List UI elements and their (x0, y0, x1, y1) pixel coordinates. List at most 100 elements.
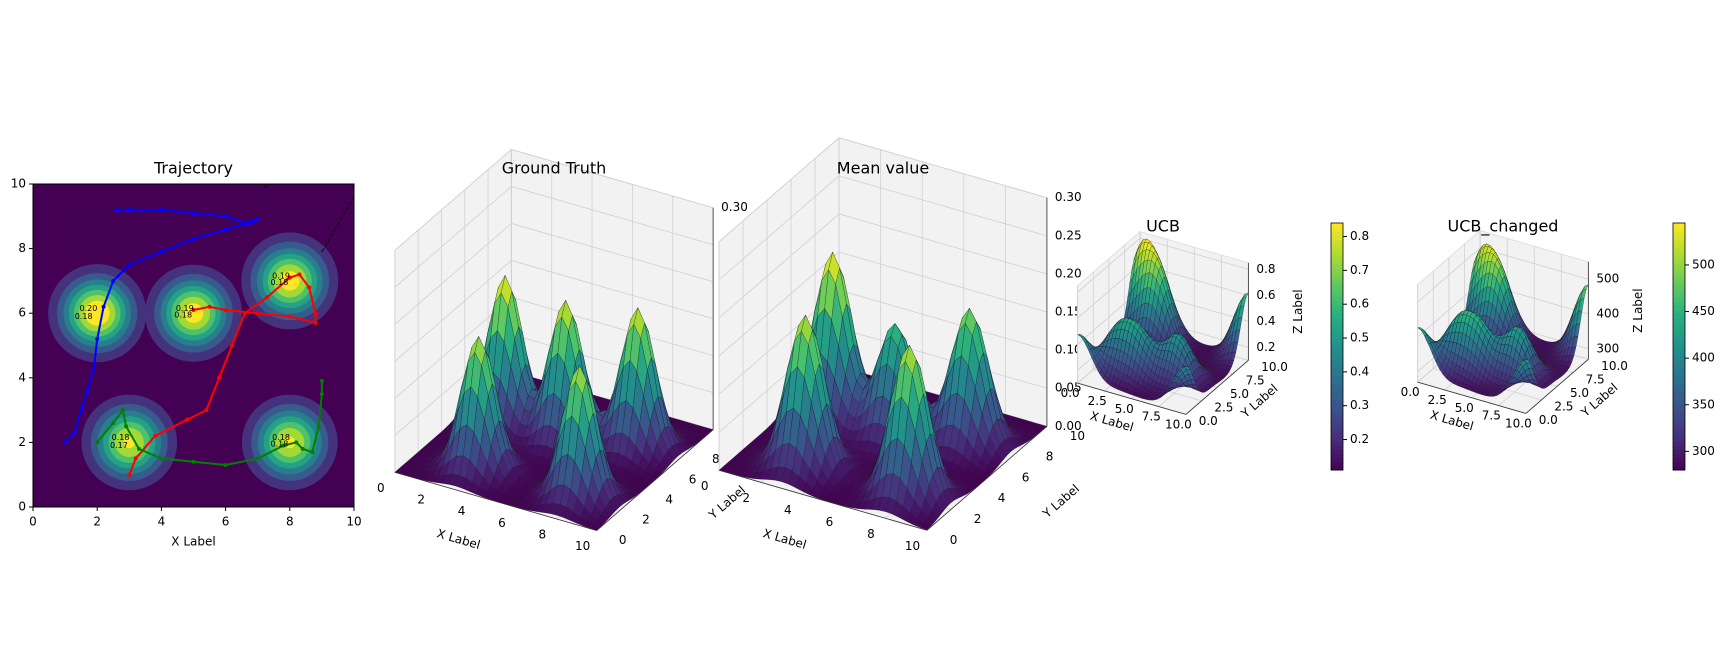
grid-line (511, 223, 714, 283)
axis-line (596, 429, 714, 531)
annotation: 0.18 (271, 278, 289, 287)
annotation: 0.18 (112, 433, 130, 442)
colorbar-segment (1673, 408, 1685, 413)
z-axis-label: Z Label (1291, 289, 1305, 333)
colorbar-tick-label: 0.6 (1350, 297, 1369, 311)
colorbar-segment (1331, 387, 1343, 393)
colorbar-segment (1673, 346, 1685, 352)
colorbar-segment (1673, 313, 1685, 319)
trajectory-point (111, 421, 116, 426)
trajectory-point (313, 320, 318, 325)
x-tick-label: 0 (29, 515, 37, 529)
colorbar-segment (1673, 264, 1685, 269)
x-tick-label: 8 (867, 527, 875, 541)
x-tick-label: 8 (538, 528, 546, 542)
colorbar-segment (1673, 243, 1685, 249)
colorbar-segment (1331, 288, 1343, 294)
colorbar-segment (1673, 325, 1685, 331)
grid-line (394, 186, 512, 288)
colorbar-segment (1673, 432, 1685, 438)
colorbar-tick-label: 0.8 (1350, 229, 1369, 243)
colorbar-segment (1331, 395, 1343, 401)
trajectory-point (255, 456, 260, 461)
colorbar-segment (1331, 375, 1343, 380)
contour-band (123, 436, 136, 449)
z-tick-label: 300 (1596, 341, 1619, 355)
colorbar-segment (1673, 255, 1685, 261)
colorbar-segment (1331, 346, 1343, 352)
colorbar-tick-label: 350 (1692, 397, 1715, 411)
z-tick-label: 0.30 (721, 200, 748, 214)
trajectory-point (313, 311, 318, 316)
colorbar-segment (1331, 432, 1343, 438)
trajectory-point (223, 214, 228, 219)
colorbar-segment (1331, 383, 1343, 389)
trajectory-point (127, 472, 132, 477)
trajectory-point (307, 285, 312, 290)
colorbar-segment (1673, 400, 1685, 405)
colorbar-tick-label: 400 (1692, 351, 1715, 365)
surface-face (501, 274, 512, 308)
trajectory-point (207, 304, 212, 309)
trajectory-point (217, 375, 222, 380)
colorbar-segment (1673, 449, 1685, 455)
x-tick-label: 4 (784, 503, 792, 517)
colorbar-segment (1331, 350, 1343, 356)
y-tick-label: 10 (11, 177, 26, 191)
colorbar-segment (1331, 292, 1343, 298)
trajectory-point (319, 379, 324, 384)
colorbar-segment (1331, 342, 1343, 347)
z-tick-label: 500 (1596, 272, 1619, 286)
colorbar-segment (1331, 260, 1343, 265)
colorbar-segment (1331, 284, 1343, 290)
annotation: 0.17 (110, 441, 128, 450)
colorbar-segment (1673, 251, 1685, 257)
annotation: 0.19 (272, 272, 290, 281)
colorbar-segment (1331, 362, 1343, 368)
colorbar-segment (1673, 231, 1685, 236)
annotation: 0.18 (75, 312, 93, 321)
surface (718, 251, 1048, 531)
grid-line (394, 260, 512, 362)
colorbar-segment (1331, 437, 1343, 442)
colorbar (1673, 223, 1685, 471)
colorbar-segment (1331, 309, 1343, 315)
z-tick-label: 0.2 (1256, 340, 1275, 354)
colorbar-segment (1673, 292, 1685, 298)
grid-line (838, 175, 1048, 237)
colorbar-segment (1673, 375, 1685, 380)
colorbar-segment (1331, 400, 1343, 405)
grid-line (511, 260, 714, 320)
trajectory-point (230, 343, 235, 348)
chart-title: UCB_changed (1448, 217, 1559, 237)
colorbar-segment (1331, 453, 1343, 459)
colorbar-segment (1331, 272, 1343, 278)
x-tick-label: 4 (458, 504, 466, 518)
colorbar-segment (1331, 428, 1343, 434)
x-tick-label: 6 (498, 516, 506, 530)
trajectory-point (159, 249, 164, 254)
surface-face (561, 299, 573, 332)
y-tick-label: 0 (18, 500, 26, 514)
colorbar-segment (1673, 338, 1685, 343)
colorbar-segment (1673, 280, 1685, 286)
trajectory-point (281, 443, 286, 448)
colorbar-segment (1673, 424, 1685, 430)
surface-face (828, 251, 840, 285)
colorbar-segment (1331, 416, 1343, 422)
trajectory-point (185, 417, 190, 422)
colorbar-segment (1673, 371, 1685, 376)
colorbar-segment (1673, 416, 1685, 422)
x-axis-label: X Label (761, 526, 808, 552)
x-tick-label: 2 (93, 515, 101, 529)
chart-title: Ground Truth (502, 159, 607, 178)
trajectory-point (85, 388, 90, 393)
trajectory-point (124, 424, 129, 429)
trajectory-line (96, 381, 323, 467)
colorbar-segment (1673, 367, 1685, 372)
colorbar-segment (1673, 350, 1685, 356)
axis-line (394, 471, 597, 531)
colorbar-segment (1331, 301, 1343, 306)
trajectory-point (255, 311, 260, 316)
